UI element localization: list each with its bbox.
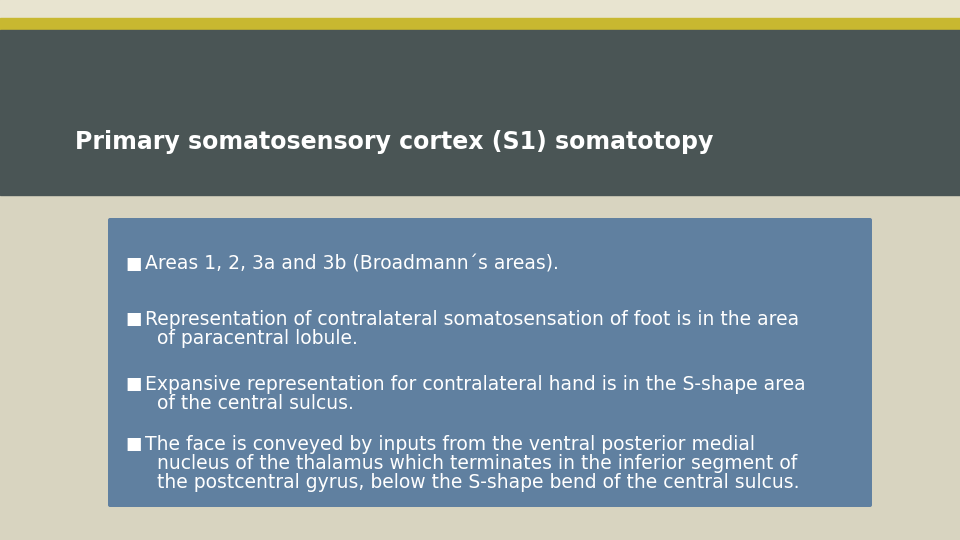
Text: Representation of contralateral somatosensation of foot is in the area: Representation of contralateral somatose…: [145, 310, 799, 329]
FancyBboxPatch shape: [108, 218, 872, 507]
Text: the postcentral gyrus, below the S-shape bend of the central sulcus.: the postcentral gyrus, below the S-shape…: [145, 473, 800, 492]
Text: of paracentral lobule.: of paracentral lobule.: [145, 329, 358, 348]
Bar: [0, 195, 960, 540]
Text: Expansive representation for contralateral hand is in the S-shape area: Expansive representation for contralater…: [145, 375, 805, 394]
Text: Primary somatosensory cortex (S1) somatotopy: Primary somatosensory cortex (S1) somato…: [75, 130, 713, 154]
Text: The face is conveyed by inputs from the ventral posterior medial: The face is conveyed by inputs from the …: [145, 435, 755, 454]
Text: ■: ■: [125, 255, 141, 273]
Bar: [0, 30, 960, 195]
Text: ■: ■: [125, 435, 141, 453]
Text: ■: ■: [125, 310, 141, 328]
Text: nucleus of the thalamus which terminates in the inferior segment of: nucleus of the thalamus which terminates…: [145, 454, 797, 473]
Text: Areas 1, 2, 3a and 3b (Broadmann´s areas).: Areas 1, 2, 3a and 3b (Broadmann´s areas…: [145, 255, 559, 274]
Bar: [0, 18, 960, 30]
Text: ■: ■: [125, 375, 141, 393]
Text: of the central sulcus.: of the central sulcus.: [145, 394, 354, 413]
Bar: [0, 0, 960, 18]
